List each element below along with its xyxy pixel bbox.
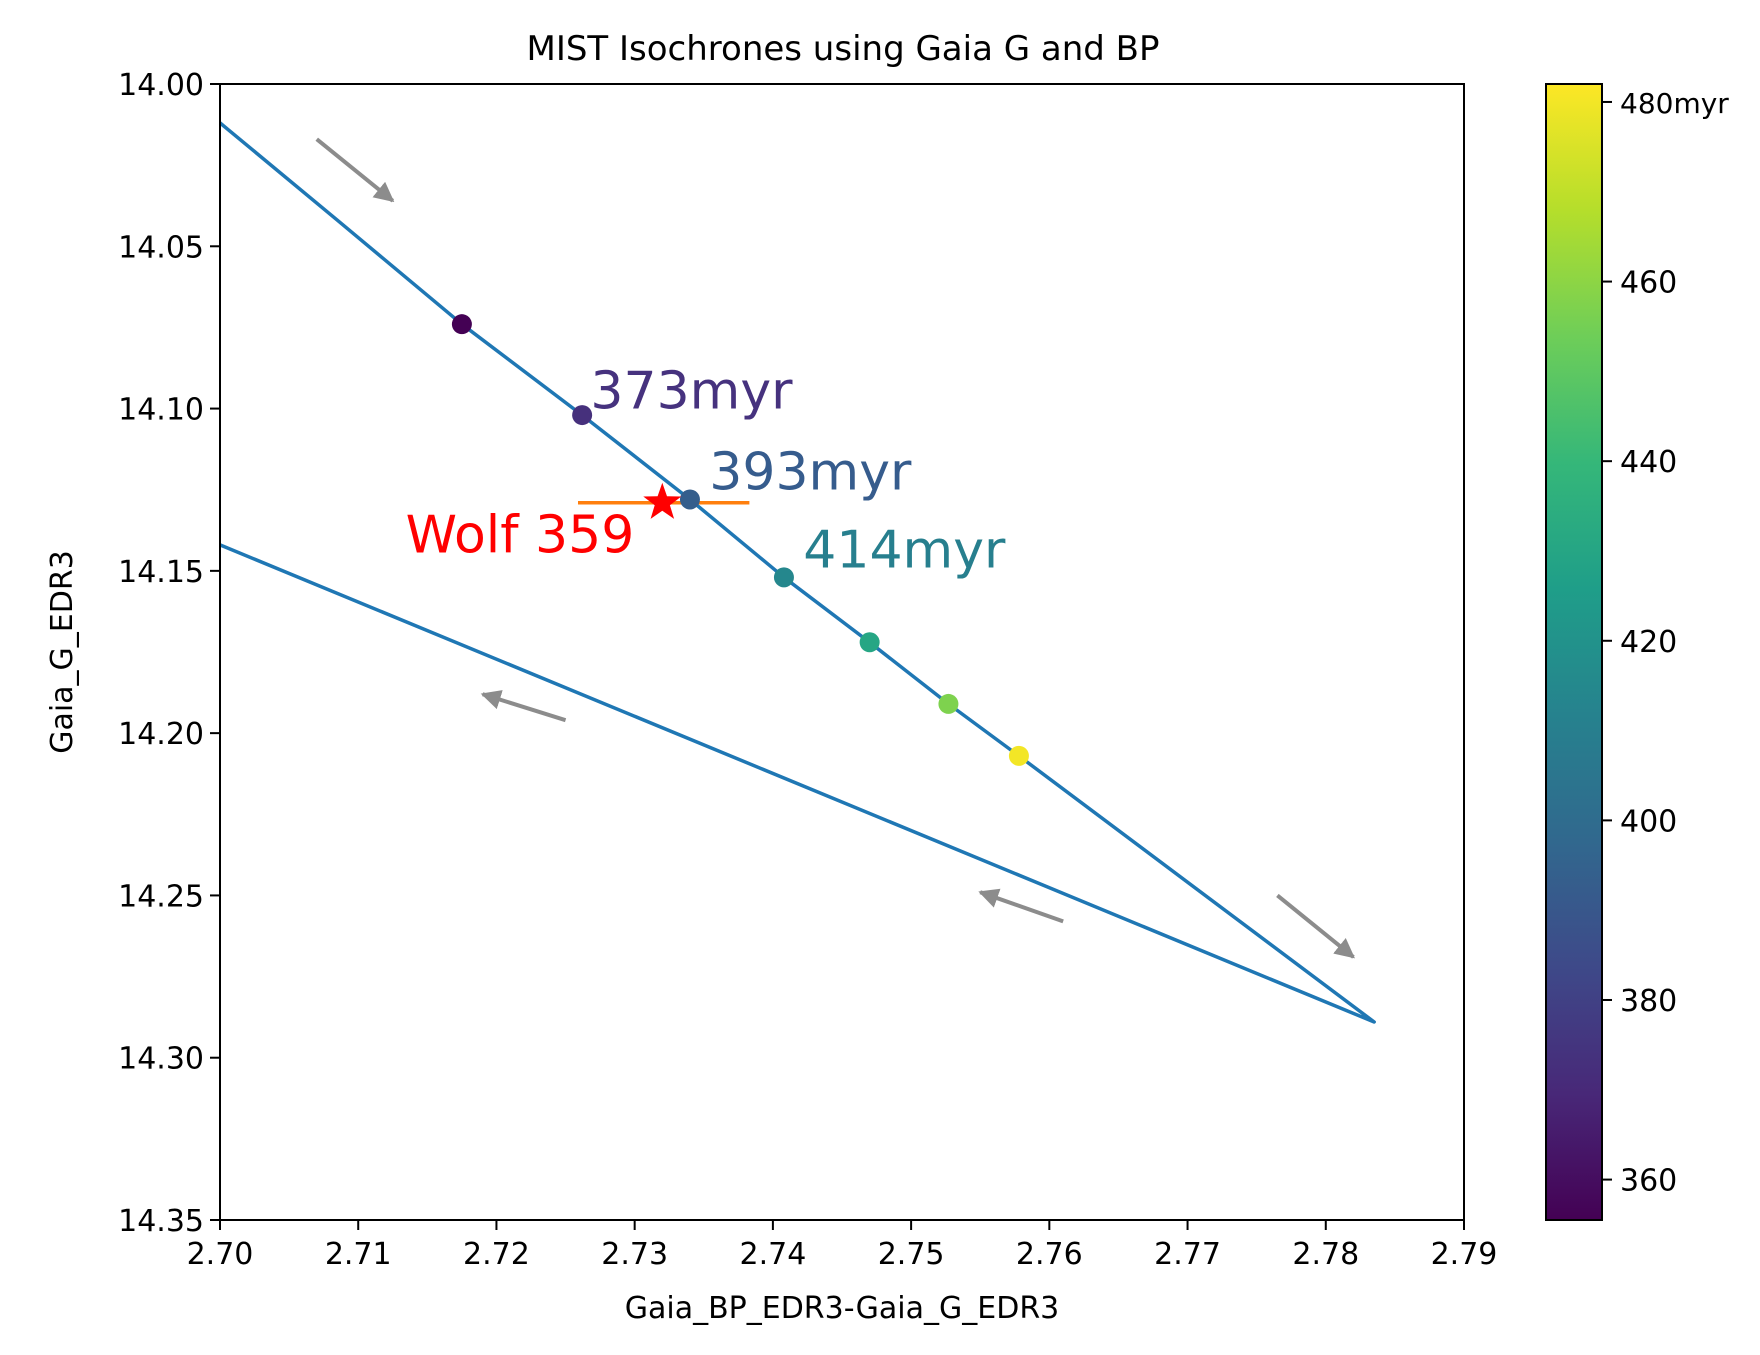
colorbar-tick-label: 360 [1620,1164,1677,1199]
wolf-359-star-marker [643,482,682,519]
age-label: 393myr [709,443,912,503]
direction-arrow [1276,893,1355,959]
y-tick-label: 14.20 [118,717,204,752]
colorbar-tick-label: 420 [1620,625,1677,660]
x-axis-label: Gaia_BP_EDR3-Gaia_G_EDR3 [625,1291,1060,1326]
chart-title: MIST Isochrones using Gaia G and BP [526,29,1159,69]
colorbar-top-label: 480myr [1620,87,1729,120]
age-point [773,567,794,588]
y-tick-label: 14.10 [118,393,204,428]
direction-arrow [480,690,567,723]
colorbar-gradient [1545,83,1603,1221]
x-tick-label: 2.79 [1431,1237,1498,1272]
x-tick-label: 2.76 [1016,1237,1083,1272]
age-point [859,632,880,653]
y-axis: 14.00 14.05 14.10 14.15 14.20 14.25 14.30 14.35 [118,68,220,1239]
plot-area: Wolf 359 373myr 393myr 414myr [218,121,1376,1024]
colorbar-tick-label: 400 [1620,804,1677,839]
age-point [938,693,959,714]
wolf-359-label: Wolf 359 [406,506,635,566]
y-tick-label: 14.00 [118,68,204,103]
x-tick-label: 2.73 [601,1237,668,1272]
plot-frame [219,83,1465,1221]
y-tick-label: 14.05 [118,230,204,265]
direction-arrow [315,137,395,203]
colorbar: 360 380 400 420 440 460 480myr [1545,83,1729,1221]
age-point [572,405,593,426]
x-tick-label: 2.72 [463,1237,530,1272]
colorbar-tick-label: 440 [1620,445,1677,480]
x-tick-label: 2.74 [739,1237,806,1272]
age-label: 414myr [803,521,1006,581]
colorbar-tick-label: 380 [1620,984,1677,1019]
colorbar-tick-label: 460 [1620,266,1677,301]
age-point [451,314,472,335]
y-tick-label: 14.30 [118,1042,204,1077]
isochrone-line [218,121,1376,1024]
y-tick-label: 14.35 [118,1204,204,1239]
x-tick-label: 2.77 [1154,1237,1221,1272]
x-tick-label: 2.78 [1292,1237,1359,1272]
y-axis-label: Gaia_G_EDR3 [45,550,80,754]
age-label: 373myr [590,362,793,422]
age-point [1008,745,1029,766]
x-tick-label: 2.70 [187,1237,254,1272]
age-point [679,489,700,510]
x-tick-label: 2.71 [325,1237,392,1272]
y-tick-label: 14.15 [118,555,204,590]
y-tick-label: 14.25 [118,879,204,914]
x-tick-label: 2.75 [878,1237,945,1272]
x-axis: 2.70 2.71 2.72 2.73 2.74 2.75 2.76 2.77 2.78 2.79 [187,1220,1498,1272]
direction-arrow [978,888,1064,924]
